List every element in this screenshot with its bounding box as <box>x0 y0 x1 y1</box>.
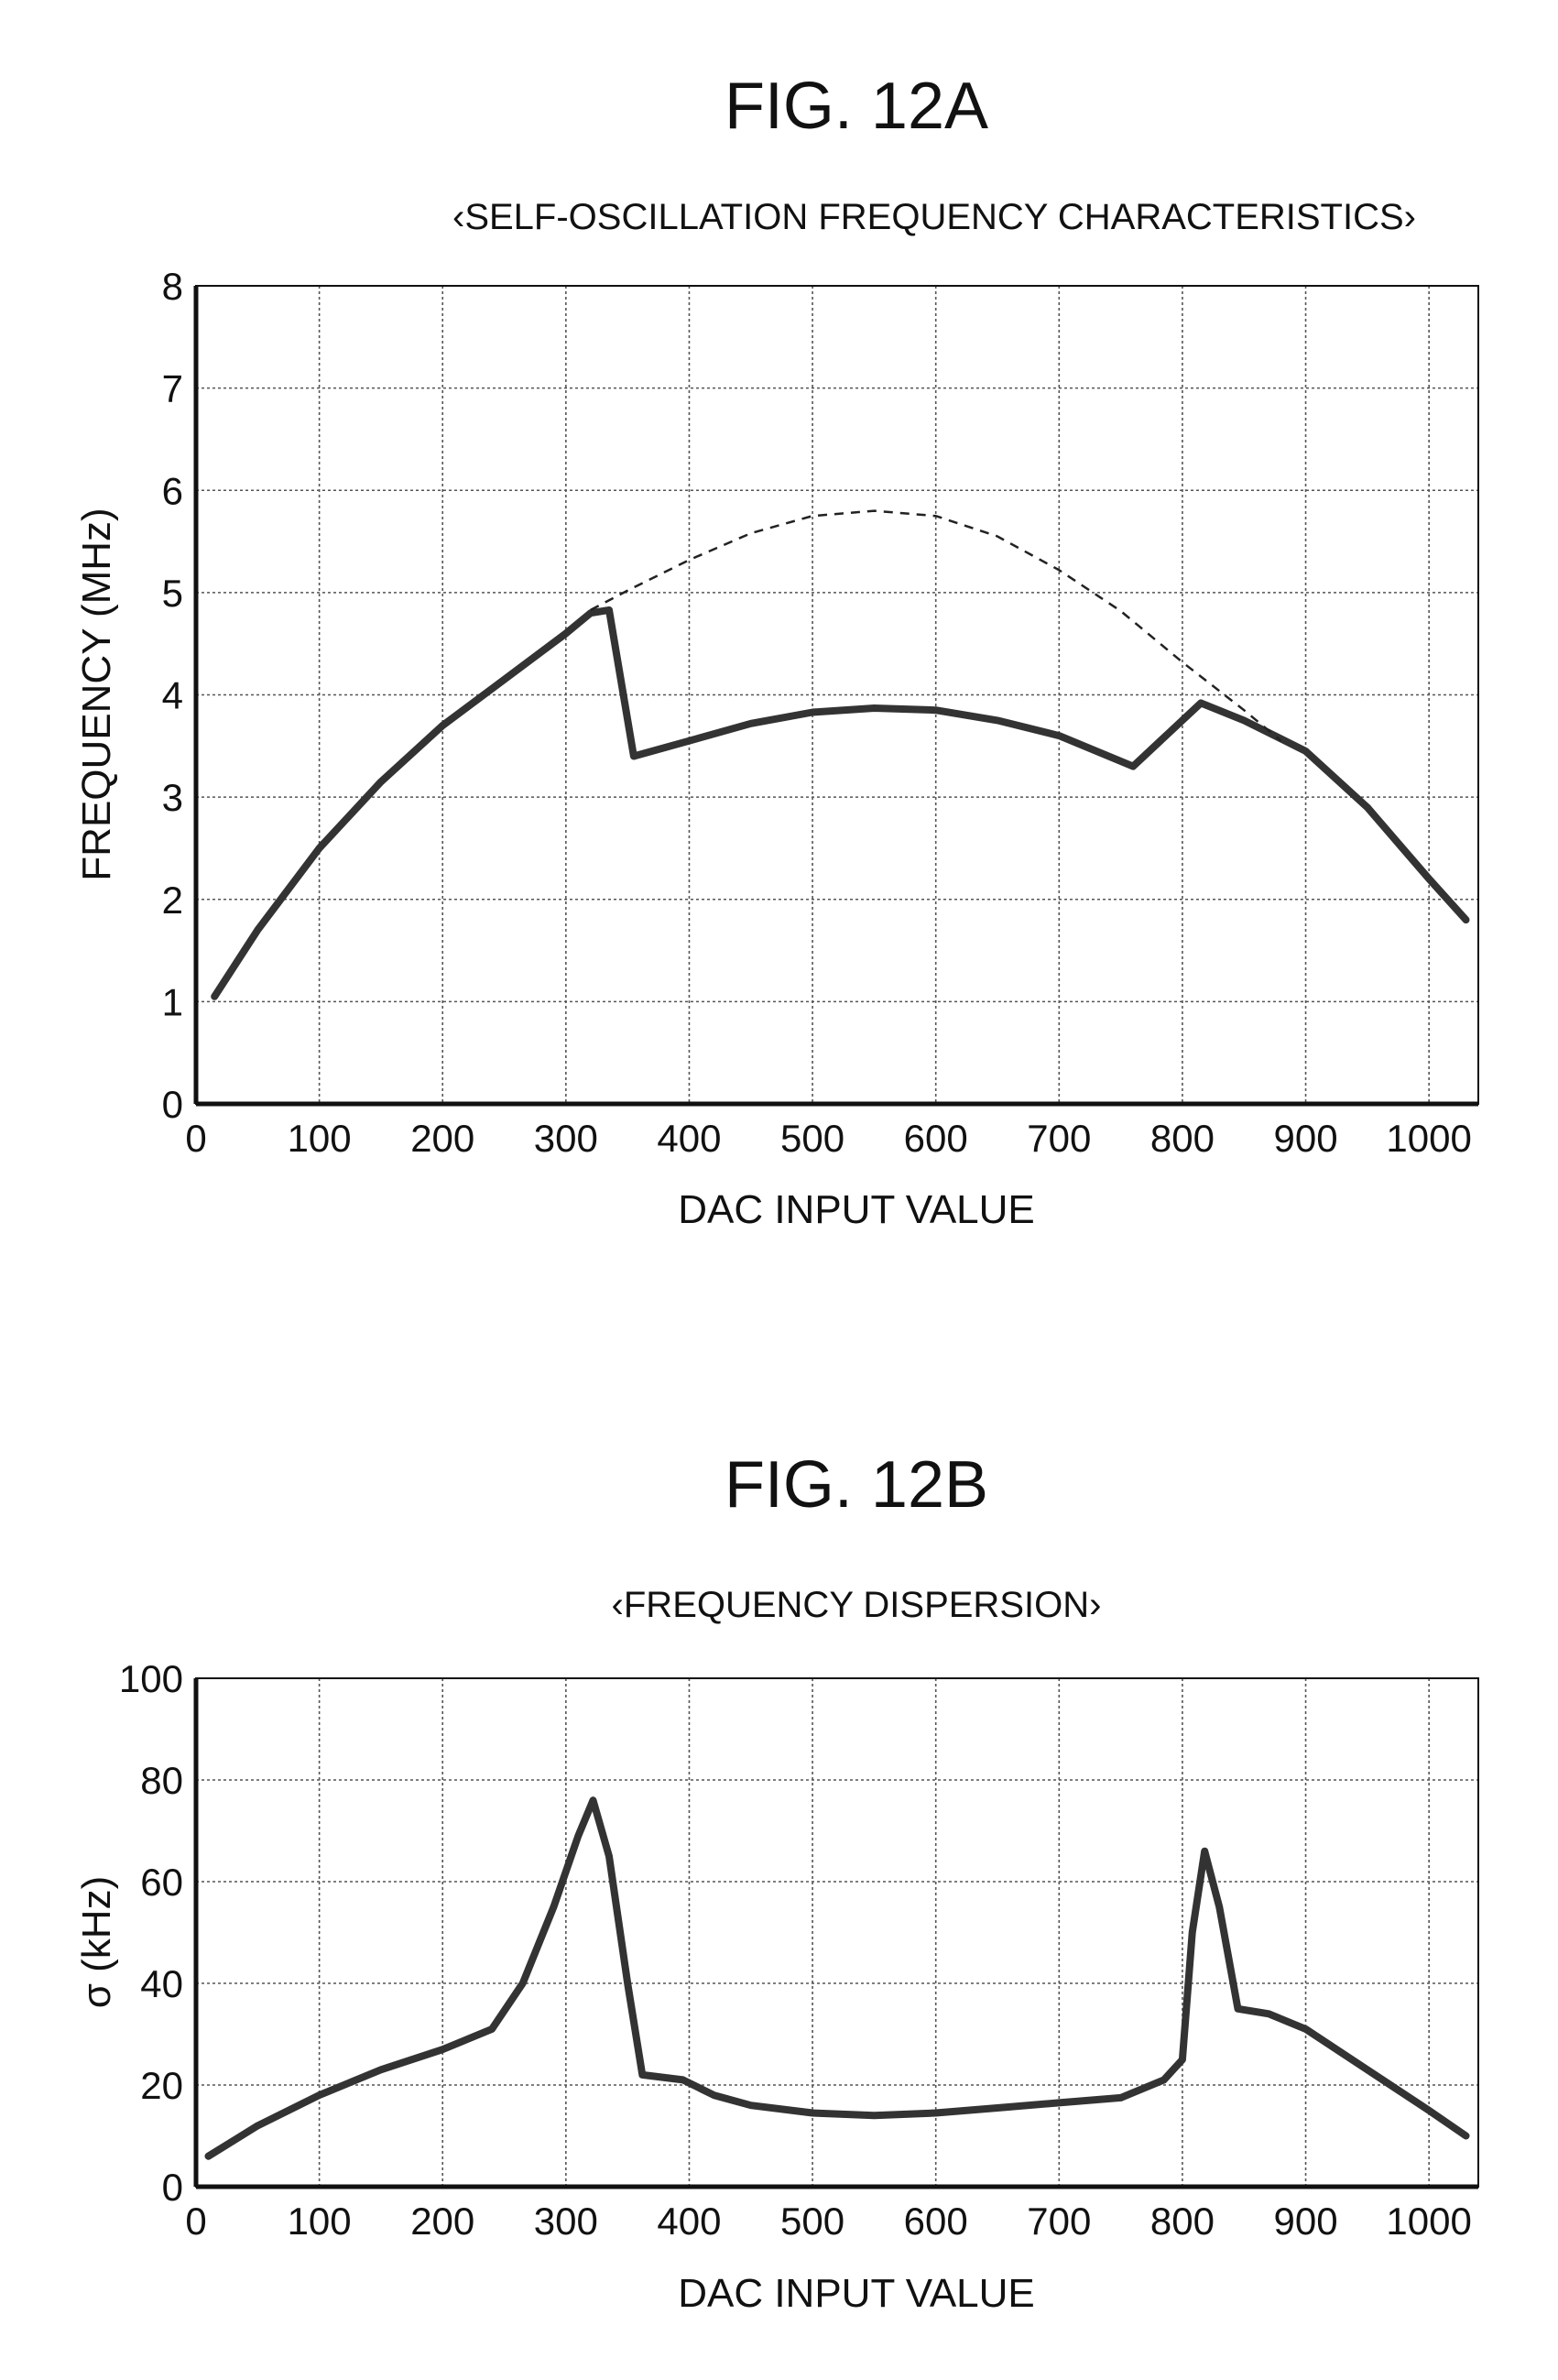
x-tick-label: 1000 <box>1386 2200 1471 2243</box>
x-tick-label: 500 <box>780 1117 844 1160</box>
x-tick-label: 100 <box>288 2200 352 2243</box>
x-tick-label: 900 <box>1273 2200 1337 2243</box>
dashed-series-line <box>590 509 1282 742</box>
y-tick-label: 3 <box>162 776 183 819</box>
x-tick-label: 400 <box>657 2200 721 2243</box>
y-tick-label: 4 <box>162 674 183 717</box>
chart-title: ‹SELF-OSCILLATION FREQUENCY CHARACTERIST… <box>452 197 1416 237</box>
y-tick-labels: 0 1 2 3 4 5 6 7 8 <box>162 265 183 1126</box>
x-tick-label: 500 <box>780 2200 844 2243</box>
x-tick-labels: 0 100 200 300 400 500 600 700 800 900 1000 <box>185 1117 1472 1160</box>
y-axis-title: σ (kHz) <box>74 1876 119 2008</box>
x-tick-label: 800 <box>1150 1117 1215 1160</box>
figure-label: FIG. 12B <box>725 1448 988 1522</box>
x-axis-title: DAC INPUT VALUE <box>678 2271 1035 2316</box>
y-tick-label: 20 <box>140 2064 183 2107</box>
chart-fig-12a: FIG. 12A ‹SELF-OSCILLATION FREQUENCY CHA… <box>74 70 1479 1232</box>
chart-title: ‹FREQUENCY DISPERSION› <box>612 1585 1102 1625</box>
x-tick-label: 400 <box>657 1117 721 1160</box>
x-tick-label: 300 <box>534 1117 598 1160</box>
y-tick-label: 8 <box>162 265 183 308</box>
axes <box>193 286 1478 1107</box>
x-tick-label: 300 <box>534 2200 598 2243</box>
solid-series-line <box>204 1796 1470 2160</box>
y-axis-title: FREQUENCY (MHz) <box>74 508 119 880</box>
y-tick-label: 40 <box>140 1962 183 2005</box>
chart-fig-12b: FIG. 12B ‹FREQUENCY DISPERSION› 0 100 200 3… <box>74 1448 1479 2316</box>
y-tick-label: 100 <box>119 1657 183 1700</box>
x-tick-label: 600 <box>904 1117 968 1160</box>
y-tick-label: 0 <box>162 1083 183 1126</box>
x-tick-label: 600 <box>904 2200 968 2243</box>
figure-label: FIG. 12A <box>725 70 988 143</box>
x-tick-label: 700 <box>1027 2200 1091 2243</box>
x-axis-title: DAC INPUT VALUE <box>678 1187 1035 1232</box>
axes <box>193 1678 1478 2189</box>
x-tick-label: 0 <box>185 2200 206 2243</box>
y-tick-labels: 0 20 40 60 80 100 <box>119 1657 183 2209</box>
y-tick-label: 0 <box>162 2166 183 2209</box>
x-tick-label: 200 <box>410 1117 474 1160</box>
gridlines <box>196 285 1478 1104</box>
x-tick-label: 900 <box>1273 1117 1337 1160</box>
y-tick-label: 80 <box>140 1759 183 1802</box>
y-tick-label: 1 <box>162 980 183 1023</box>
x-tick-labels: 0 100 200 300 400 500 600 700 800 900 1000 <box>185 2200 1472 2243</box>
x-tick-label: 200 <box>410 2200 474 2243</box>
y-tick-label: 6 <box>162 469 183 512</box>
y-tick-label: 2 <box>162 879 183 922</box>
solid-series-line <box>211 606 1470 1000</box>
y-tick-label: 7 <box>162 367 183 410</box>
series-layer <box>211 509 1470 1000</box>
y-tick-label: 5 <box>162 572 183 615</box>
x-tick-label: 0 <box>185 1117 206 1160</box>
series-layer <box>204 1796 1470 2160</box>
x-tick-label: 800 <box>1150 2200 1215 2243</box>
x-tick-label: 700 <box>1027 1117 1091 1160</box>
x-tick-label: 1000 <box>1386 1117 1471 1160</box>
y-tick-label: 60 <box>140 1861 183 1904</box>
x-tick-label: 100 <box>288 1117 352 1160</box>
